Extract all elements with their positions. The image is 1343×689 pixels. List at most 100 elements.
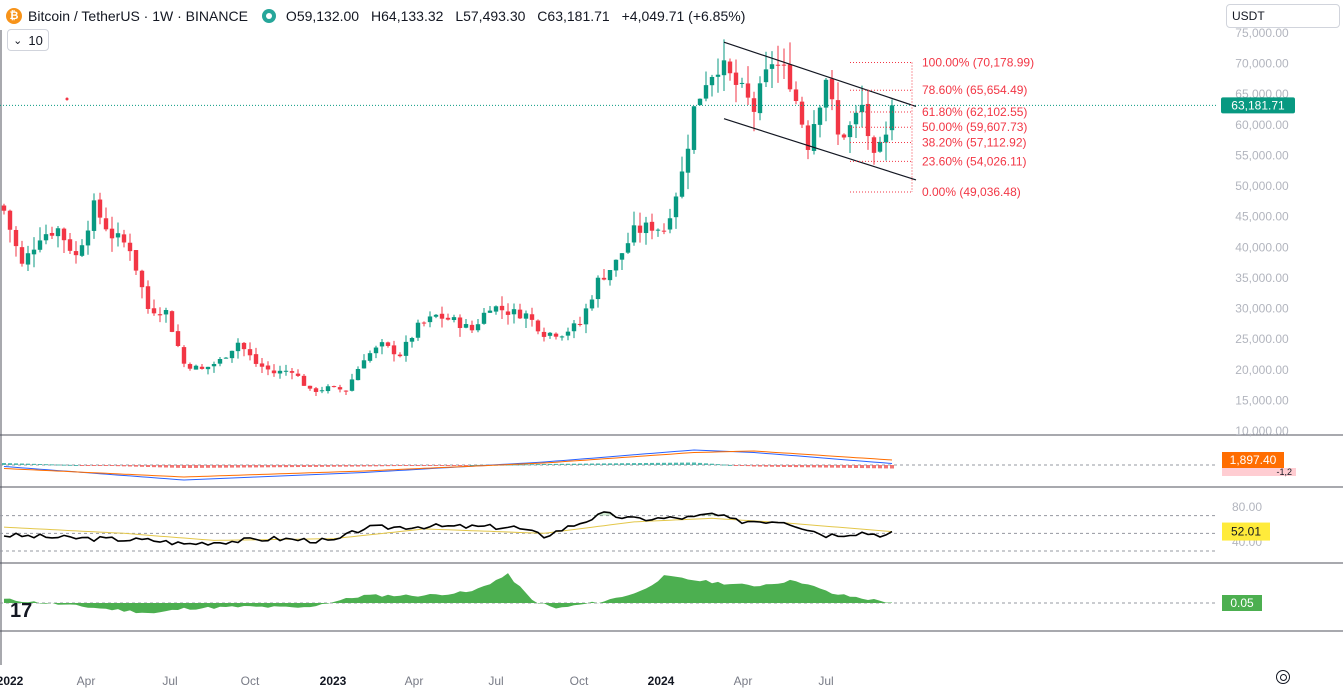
candle-body [811, 124, 817, 151]
macd-histogram-bar [536, 464, 540, 466]
macd-histogram-bar [272, 465, 276, 468]
macd-histogram-bar [284, 465, 288, 468]
candle-body [481, 312, 487, 324]
channel-lower-line [723, 118, 917, 181]
candle-body [301, 375, 307, 386]
settings-icon[interactable] [1276, 670, 1290, 684]
candle-body [517, 309, 523, 319]
macd-histogram-bar [50, 464, 54, 466]
currency-select[interactable]: USDT [1226, 4, 1340, 28]
candle-body [703, 85, 709, 99]
candle-body [163, 310, 169, 315]
candle-body [337, 387, 343, 390]
candle-body [871, 137, 877, 153]
candle-body [523, 313, 529, 319]
candle-body [697, 98, 703, 106]
macd-histogram-bar [872, 465, 876, 469]
eye-icon[interactable] [261, 9, 276, 23]
macd-histogram-bar [218, 465, 222, 468]
candle-body [121, 234, 127, 243]
candle-body [499, 305, 505, 311]
price-axis-label: 35,000.00 [1235, 271, 1289, 285]
candle-body [655, 229, 661, 231]
candle-body [853, 112, 859, 125]
symbol-title[interactable]: Bitcoin / TetherUS · 1W · BINANCE [28, 8, 248, 24]
macd-histogram-bar [74, 465, 78, 466]
candle-body [349, 379, 355, 391]
candle-body [799, 101, 805, 125]
candle-body [91, 200, 97, 231]
candle-body [445, 317, 451, 320]
candle-body [295, 373, 301, 376]
candle-body [475, 324, 481, 331]
candle-body [847, 125, 853, 138]
candle-body [277, 370, 283, 374]
candle-body [259, 363, 265, 367]
macd-histogram-bar [806, 465, 810, 468]
candle-body [667, 218, 673, 230]
macd-histogram-bar [86, 465, 90, 466]
chevron-down-icon: ⌄ [13, 34, 23, 47]
candle-body [139, 270, 145, 288]
candle-body [469, 324, 475, 331]
macd-histogram-bar [356, 465, 360, 467]
candle-body [199, 366, 205, 369]
open-label: O [285, 8, 297, 24]
macd-histogram-bar [548, 463, 552, 465]
candle-body [529, 314, 535, 320]
candle-body [175, 331, 181, 346]
close-label: C [537, 8, 548, 24]
candle-body [457, 317, 463, 329]
candle-body [241, 342, 247, 350]
volume-toggle[interactable]: ⌄ 10 [7, 29, 49, 51]
macd-histogram-bar [212, 465, 216, 468]
macd-histogram-bar [446, 465, 450, 466]
candle-body [733, 72, 739, 85]
candle-body [19, 247, 25, 264]
macd-histogram-bar [380, 465, 384, 467]
candle-body [403, 341, 409, 356]
macd-histogram-bar [656, 462, 660, 465]
macd-hist-tag [1222, 468, 1296, 476]
macd-histogram-bar [848, 465, 852, 468]
macd-histogram-bar [590, 463, 594, 465]
macd-histogram-bar [620, 463, 624, 465]
macd-histogram-bar [62, 464, 66, 466]
macd-histogram-bar [386, 465, 390, 467]
macd-histogram-bar [800, 465, 804, 468]
macd-histogram-bar [278, 465, 282, 468]
macd-histogram-bar [782, 465, 786, 467]
candle-body [433, 314, 439, 317]
candle-body [211, 363, 217, 367]
time-axis-label: Oct [570, 674, 589, 688]
tradingview-logo: 17 [10, 600, 32, 622]
macd-histogram-bar [668, 462, 672, 465]
macd-histogram-bar [164, 465, 168, 468]
macd-histogram-bar [578, 463, 582, 465]
macd-histogram-bar [710, 463, 714, 465]
macd-histogram-bar [464, 465, 468, 466]
macd-histogram-bar [14, 463, 18, 465]
candle-body [763, 69, 769, 83]
candle-body [781, 64, 787, 66]
macd-histogram-bar [140, 465, 144, 467]
macd-histogram-bar [362, 465, 366, 467]
candle-body [577, 323, 583, 325]
macd-histogram-bar [134, 465, 138, 467]
candle-body [289, 371, 295, 373]
macd-histogram-bar [458, 465, 462, 466]
candle-body [187, 364, 193, 369]
macd-histogram-bar [104, 465, 108, 466]
candle-body [355, 368, 361, 381]
candle-body [385, 342, 391, 346]
candle-body [79, 245, 85, 256]
macd-histogram-bar [224, 465, 228, 468]
macd-histogram-bar [410, 465, 414, 466]
candle-body [97, 199, 103, 218]
marker-dot [65, 97, 69, 101]
candle-body [367, 353, 373, 361]
macd-histogram-bar [572, 463, 576, 465]
candle-body [397, 354, 403, 357]
macd-histogram-bar [680, 462, 684, 465]
